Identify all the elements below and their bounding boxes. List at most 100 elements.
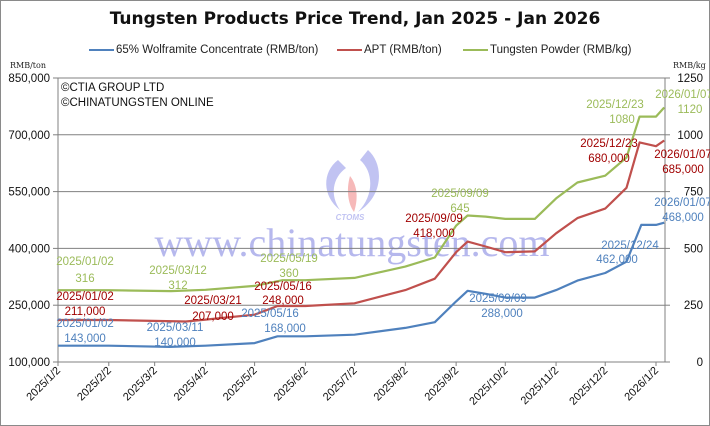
annotation-value: 211,000 bbox=[65, 306, 106, 318]
annotation-value: 645 bbox=[450, 203, 469, 215]
x-axis-tick: 2025/6/2 bbox=[272, 365, 311, 404]
right-axis-tick: 0 bbox=[697, 357, 703, 369]
copyright-line-1: ©CTIA GROUP LTD bbox=[61, 82, 165, 94]
annotation-wolframite: 2025/01/02 143,000 bbox=[56, 318, 114, 345]
legend-label-wolframite: 65% Wolframite Concentrate (RMB/ton) bbox=[116, 44, 319, 56]
series-line-wolframite bbox=[58, 221, 665, 348]
annotation-powder: 2025/05/19 360 bbox=[260, 253, 318, 280]
annotation-date: 2025/01/02 bbox=[56, 318, 114, 330]
legend-label-powder: Tungsten Powder (RMB/kg) bbox=[490, 44, 632, 56]
annotation-powder: 2025/09/09 645 bbox=[431, 188, 489, 215]
watermark-logo-text: CTOMS bbox=[336, 213, 365, 222]
legend-item-wolframite: 65% Wolframite Concentrate (RMB/ton) bbox=[89, 44, 318, 56]
annotation-date: 2026/01/07 bbox=[654, 149, 710, 161]
x-axis-tick: 2025/9/2 bbox=[422, 365, 461, 404]
annotation-date: 2025/12/23 bbox=[580, 138, 638, 150]
annotation-date: 2025/12/24 bbox=[601, 240, 659, 252]
annotation-apt: 2025/09/09 418,000 bbox=[405, 213, 463, 240]
annotation-apt: 2025/12/23 680,000 bbox=[580, 138, 638, 165]
legend-item-powder: Tungsten Powder (RMB/kg) bbox=[463, 44, 631, 56]
annotation-date: 2025/01/02 bbox=[56, 256, 114, 268]
annotation-value: 316 bbox=[75, 273, 94, 285]
annotation-wolframite: 2025/03/11 140,000 bbox=[147, 322, 204, 349]
annotation-date: 2025/05/16 bbox=[241, 308, 299, 320]
x-axis-tick: 2025/4/2 bbox=[172, 365, 211, 404]
legend-swatch-apt bbox=[337, 48, 362, 51]
annotation-apt: 2025/05/16 248,000 bbox=[254, 281, 312, 307]
annotation-date: 2025/03/12 bbox=[149, 265, 207, 277]
annotation-date: 2026/01/07 bbox=[655, 89, 710, 101]
left-axis-tick: 850,000 bbox=[8, 73, 50, 85]
left-axis-tick: 550,000 bbox=[8, 187, 50, 199]
legend-swatch-powder bbox=[463, 48, 488, 51]
right-axis-tick: 1000 bbox=[677, 130, 703, 142]
annotation-value: 207,000 bbox=[192, 311, 234, 323]
annotation-value: 360 bbox=[279, 268, 298, 280]
x-axis-tick: 2025/8/2 bbox=[372, 365, 411, 404]
annotation-powder: 2026/01/07 1120 bbox=[655, 89, 710, 116]
legend-label-apt: APT (RMB/ton) bbox=[364, 44, 442, 56]
annotation-wolframite: 2025/09/09 288,000 bbox=[469, 293, 527, 320]
annotation-wolframite: 2025/05/16 168,000 bbox=[241, 308, 306, 335]
x-axis-tick: 2025/10/2 bbox=[467, 365, 510, 408]
legend-swatch-wolframite bbox=[89, 48, 114, 51]
legend: 65% Wolframite Concentrate (RMB/ton) APT… bbox=[0, 44, 710, 60]
x-axis-tick: 2025/7/2 bbox=[321, 365, 360, 404]
annotation-powder: 2025/03/12 312 bbox=[149, 265, 207, 292]
series-line-apt bbox=[58, 139, 665, 323]
right-axis-tick: 500 bbox=[684, 243, 703, 255]
annotation-date: 2025/09/09 bbox=[469, 293, 527, 305]
annotation-date: 2025/01/02 bbox=[56, 291, 114, 303]
annotation-value: 462,000 bbox=[596, 254, 638, 266]
right-axis-tick: 1250 bbox=[677, 73, 703, 85]
annotation-date: 2025/09/09 bbox=[431, 188, 489, 200]
annotation-apt: 2026/01/07 685,000 bbox=[654, 149, 710, 176]
series-line-powder bbox=[58, 106, 666, 293]
annotation-wolframite: 2026/01/07 468,000 bbox=[654, 197, 710, 224]
annotation-value: 685,000 bbox=[662, 164, 704, 176]
annotation-date: 2025/12/23 bbox=[586, 99, 644, 111]
annotation-powder: 2025/12/23 1080 bbox=[586, 99, 644, 126]
annotation-apt: 2025/01/02 211,000 bbox=[56, 291, 114, 318]
x-axis-tick: 2025/2/2 bbox=[75, 365, 114, 404]
chart-title: Tungsten Products Price Trend, Jan 2025 … bbox=[109, 9, 601, 29]
right-axis-tick: 250 bbox=[684, 300, 703, 312]
x-axis-tick: 2025/12/2 bbox=[567, 365, 610, 408]
annotation-date: 2025/09/09 bbox=[405, 213, 463, 225]
copyright-line-2: ©CHINATUNGSTEN ONLINE bbox=[61, 97, 214, 109]
left-axis-tick: 100,000 bbox=[8, 357, 50, 369]
annotation-value: 680,000 bbox=[588, 153, 630, 165]
annotation-date: 2025/03/21 bbox=[184, 295, 242, 307]
annotation-value: 1120 bbox=[678, 104, 703, 116]
annotation-powder: 2025/01/02 316 bbox=[56, 256, 114, 285]
annotation-date: 2025/05/16 bbox=[254, 281, 312, 293]
legend-item-apt: APT (RMB/ton) bbox=[337, 44, 442, 56]
x-axis-tick: 2026/1/2 bbox=[622, 365, 661, 404]
left-axis-tick: 400,000 bbox=[8, 243, 50, 255]
right-axis-unit: RMB/kg bbox=[673, 61, 706, 70]
annotation-value: 418,000 bbox=[413, 228, 455, 240]
annotation-value: 468,000 bbox=[662, 212, 704, 224]
x-axis-tick: 2025/1/2 bbox=[24, 365, 63, 404]
annotation-value: 288,000 bbox=[481, 308, 523, 320]
annotation-date: 2025/05/19 bbox=[260, 253, 318, 265]
annotation-value: 312 bbox=[168, 280, 187, 292]
annotation-wolframite: 2025/12/24 462,000 bbox=[596, 240, 659, 266]
x-axis-tick: 2025/11/2 bbox=[519, 365, 562, 408]
annotation-value: 248,000 bbox=[262, 295, 304, 307]
annotation-value: 143,000 bbox=[64, 333, 106, 345]
left-axis-unit: RMB/ton bbox=[10, 61, 46, 70]
annotation-date: 2025/03/11 bbox=[147, 322, 204, 334]
left-axis-tick: 250,000 bbox=[8, 300, 50, 312]
x-axis-tick: 2025/3/2 bbox=[121, 365, 160, 404]
right-axis-tick: 750 bbox=[684, 187, 703, 199]
annotation-value: 140,000 bbox=[154, 337, 196, 349]
watermark-url: www.chinatungsten.com bbox=[154, 220, 549, 265]
x-axis-tick: 2025/5/2 bbox=[221, 365, 260, 404]
left-axis-tick: 700,000 bbox=[8, 130, 50, 142]
annotation-date: 2026/01/07 bbox=[654, 197, 710, 209]
annotation-value: 168,000 bbox=[264, 323, 306, 335]
annotation-apt: 2025/03/21 207,000 bbox=[184, 295, 242, 323]
